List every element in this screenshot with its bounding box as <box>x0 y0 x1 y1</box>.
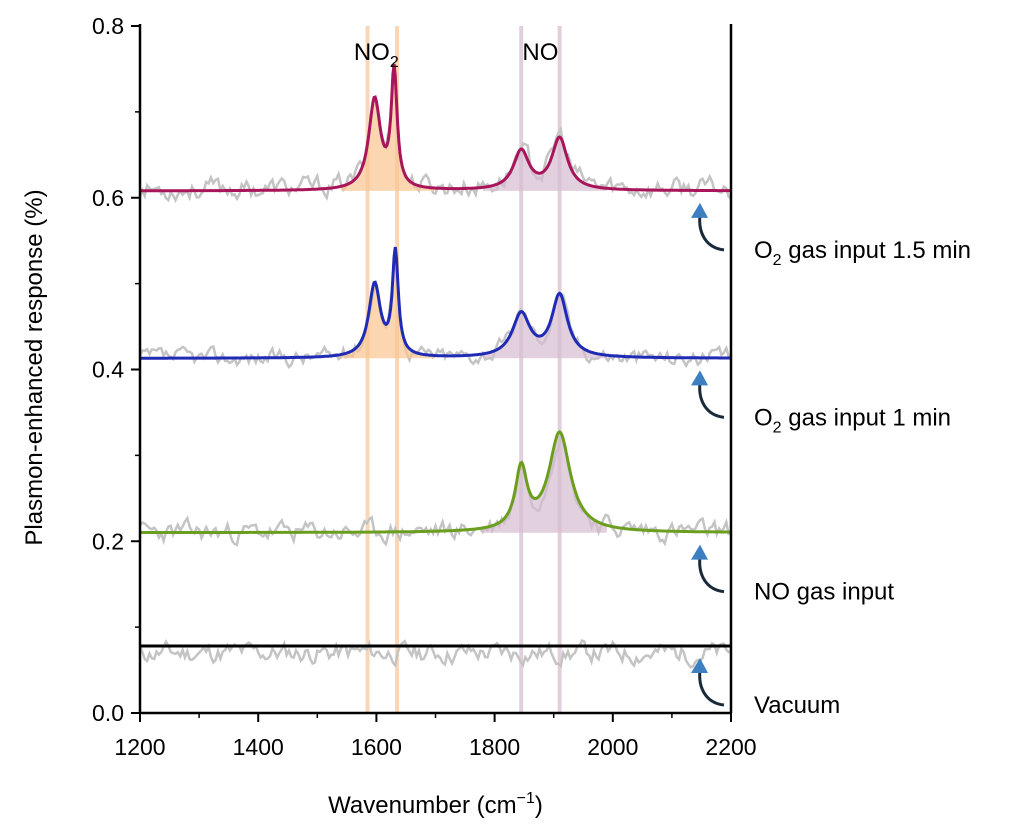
arrow-stem-3 <box>698 214 725 252</box>
peak-label-no2: NO2 <box>354 39 399 71</box>
arrow-stem-0 <box>698 669 725 707</box>
fit-curve-1 <box>140 430 731 534</box>
arrow-stem-2 <box>698 382 725 419</box>
raw-spectra-layer <box>138 73 732 669</box>
x-axis-title: Wavenumber (cm−1) <box>328 790 543 819</box>
arrow-head-2 <box>691 370 708 386</box>
raw-trace-3 <box>138 73 732 204</box>
x-tick-label-2000: 2000 <box>587 734 638 760</box>
y-tick-label-1: 0.2 <box>92 528 124 554</box>
peak-fill-no2-2 <box>340 247 436 359</box>
y-tick-label-2: 0.4 <box>92 357 124 383</box>
arrow-stem-1 <box>698 556 725 594</box>
y-axis-title: Plasmon-enhanced response (%) <box>21 189 48 545</box>
fit-curve-3 <box>140 63 731 193</box>
y-tick-label-0: 0.0 <box>92 700 124 726</box>
fit-curves-layer <box>140 63 731 648</box>
x-tick-label-2200: 2200 <box>705 734 756 760</box>
y-tick-label-3: 0.6 <box>92 185 124 211</box>
trace-label-0: Vacuum <box>754 692 840 719</box>
arrow-head-3 <box>691 202 708 218</box>
trace-label-1: NO gas input <box>754 579 894 606</box>
x-tick-label-1800: 1800 <box>469 734 520 760</box>
peak-label-no: NO <box>522 39 558 66</box>
x-tick-label-1400: 1400 <box>233 734 284 760</box>
axes-layer: 1200 1400 1600 1800 2000 2200 0.0 0.2 0.4 0.6 0.8 W… <box>21 13 757 819</box>
arrow-head-0 <box>691 658 708 674</box>
raw-trace-2 <box>138 253 732 370</box>
y-tick-label-4: 0.8 <box>92 13 124 39</box>
fit-curve-2 <box>140 246 731 360</box>
raw-trace-1 <box>139 432 732 547</box>
arrow-head-1 <box>691 544 708 560</box>
x-tick-label-1200: 1200 <box>114 734 165 760</box>
trace-label-3: O2 gas input 1.5 min <box>754 237 971 269</box>
peak-fill-no2-3 <box>340 64 436 191</box>
trace-label-2: O2 gas input 1 min <box>754 404 951 436</box>
peak-fill-no-1 <box>482 431 607 533</box>
x-tick-label-1600: 1600 <box>351 734 402 760</box>
labels-layer: NO2 NO Vacuum NO gas input O2 gas input 1 mi… <box>354 39 971 719</box>
